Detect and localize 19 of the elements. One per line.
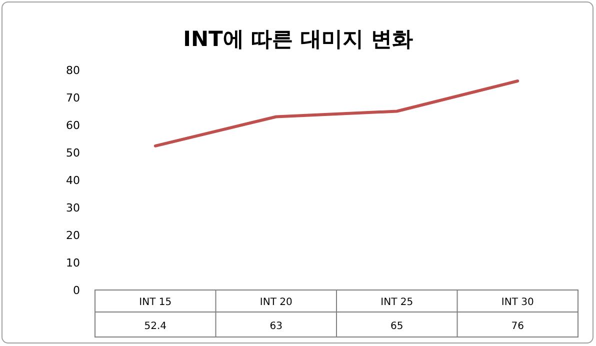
y-tick-label: 80: [66, 64, 80, 77]
y-tick-label: 60: [66, 119, 80, 132]
line-series: [154, 80, 520, 148]
x-tick-label: INT 30: [501, 297, 534, 308]
data-label: 63: [270, 321, 282, 332]
y-tick-label: 20: [66, 229, 80, 242]
y-tick-label: 0: [73, 284, 80, 297]
y-tick-label: 30: [66, 202, 80, 214]
x-tick-label: INT 25: [380, 297, 414, 308]
x-tick-label: INT 20: [260, 297, 292, 308]
y-tick-label: 40: [66, 174, 80, 187]
y-tick-label: 10: [66, 256, 80, 270]
data-label: 65: [390, 321, 404, 332]
y-tick-label: 70: [66, 92, 80, 104]
data-label: 76: [511, 321, 524, 332]
data-label: 52.4: [144, 321, 167, 332]
y-tick-label: 50: [66, 146, 80, 160]
x-tick-label: INT 15: [139, 297, 172, 308]
chart-title: INT에 따른 대미지 변화: [183, 27, 413, 51]
